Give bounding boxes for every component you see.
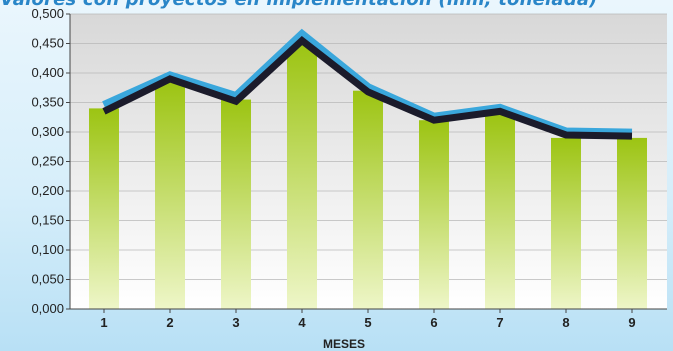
y-tick-label: 0,150: [31, 213, 64, 228]
x-tick-label: 7: [496, 315, 503, 330]
x-axis-title: MESES: [323, 337, 365, 351]
y-tick-label: 0,200: [31, 183, 64, 198]
y-tick-label: 0,000: [31, 301, 64, 316]
y-tick-label: 0,100: [31, 242, 64, 257]
bar: [221, 99, 251, 309]
x-tick-labels: 1 2 3 4 5 6 7 8 9: [100, 309, 636, 330]
series-line: [102, 35, 633, 140]
x-tick-label: 4: [298, 315, 306, 330]
x-tick-label: 8: [562, 315, 569, 330]
bar: [419, 120, 449, 309]
bar-series: [89, 43, 647, 310]
bar: [155, 81, 185, 309]
x-tick-label: 6: [430, 315, 437, 330]
y-tick-label: 0,500: [31, 6, 64, 21]
y-tick-labels: 0,000 0,050 0,100 0,150 0,200 0,250 0,300 0,350…: [31, 6, 70, 316]
bar: [617, 137, 647, 309]
chart-title: Valores con proyectos en implementación …: [0, 0, 673, 10]
y-tick-label: 0,050: [31, 272, 64, 287]
bar: [287, 43, 317, 309]
y-tick-label: 0,400: [31, 65, 64, 80]
x-tick-label: 9: [628, 315, 635, 330]
bar: [485, 114, 515, 309]
y-tick-label: 0,250: [31, 154, 64, 169]
bar: [89, 108, 119, 310]
x-tick-label: 3: [232, 315, 239, 330]
x-tick-label: 1: [100, 315, 107, 330]
line-series: [102, 28, 633, 140]
y-tick-label: 0,350: [31, 95, 64, 110]
bar: [551, 137, 581, 309]
bar: [353, 90, 383, 309]
x-tick-label: 2: [166, 315, 173, 330]
y-tick-label: 0,450: [31, 36, 64, 51]
y-tick-label: 0,300: [31, 124, 64, 139]
x-tick-label: 5: [364, 315, 371, 330]
